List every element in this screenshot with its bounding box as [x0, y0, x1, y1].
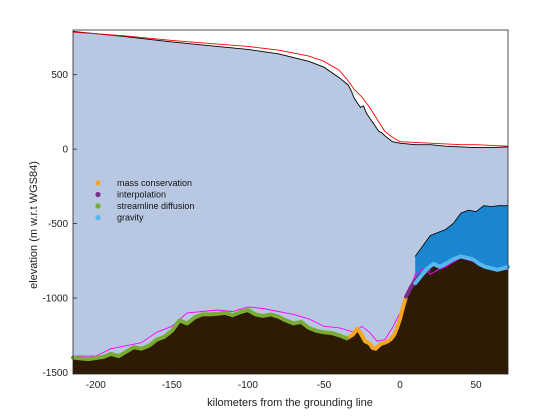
- legend-marker-gravity: [95, 214, 101, 221]
- surface-observed-line: [72, 31, 509, 149]
- legend-label: gravity: [117, 213, 144, 223]
- x-axis-label: kilometers from the grounding line: [207, 397, 373, 409]
- x-tick-label: 0: [397, 380, 403, 391]
- x-tick-label: -100: [238, 380, 258, 391]
- series-streamline-diffusion: [71, 308, 349, 362]
- y-axis-label: elevation (m w.r.t WGS84): [28, 161, 40, 289]
- series-mass-conservation: [344, 294, 409, 351]
- plot-area: [71, 31, 510, 374]
- plot-frame: [72, 29, 509, 375]
- y-axis-ticks: 500 0 -500 -1000 -1500: [42, 70, 77, 379]
- ice-base-line: [414, 205, 508, 257]
- x-tick-label: 50: [470, 380, 482, 391]
- ice-area: [73, 31, 508, 374]
- series-gravity: [413, 254, 510, 286]
- bedrock-area: [73, 256, 508, 374]
- y-tick-label: 500: [51, 70, 68, 81]
- legend-marker-streamline-diffusion: [95, 203, 101, 209]
- x-tick-label: -50: [317, 380, 332, 391]
- legend-marker-interpolation: [95, 191, 101, 198]
- legend-label: interpolation: [117, 190, 166, 200]
- surface-model-line: [72, 31, 509, 147]
- y-tick-label: -1000: [42, 294, 68, 305]
- legend-label: mass conservation: [117, 178, 192, 188]
- legend-label: streamline diffusion: [117, 201, 194, 211]
- y-tick-label: -1500: [42, 368, 68, 379]
- legend: mass conservation interpolationstreamline…: [95, 178, 194, 223]
- axes-frame: [72, 29, 509, 375]
- ocean-cavity-area: [415, 205, 508, 284]
- bed-alt-line: [73, 257, 509, 357]
- legend-marker-mass-conservation: [95, 180, 101, 186]
- y-tick-label: -500: [48, 219, 68, 230]
- y-tick-label: 0: [62, 145, 68, 156]
- x-tick-label: -200: [86, 380, 106, 391]
- x-axis-ticks: -200 -150 -100 -50 0 50: [86, 370, 482, 391]
- x-tick-label: -150: [162, 380, 182, 391]
